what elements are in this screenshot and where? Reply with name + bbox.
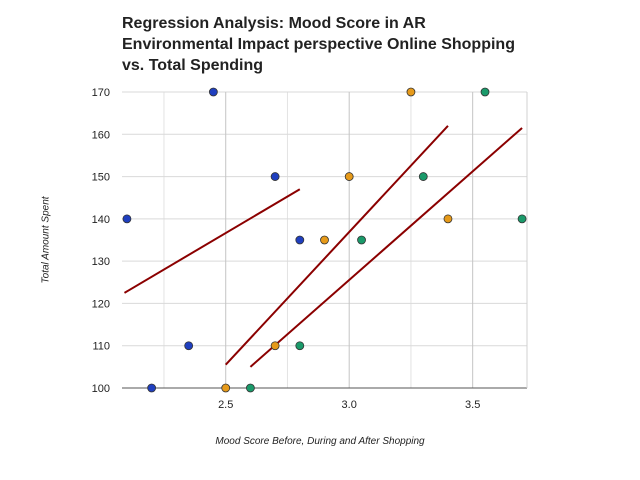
data-point-series-3 [480, 87, 490, 97]
chart-title-line-3: vs. Total Spending [122, 57, 264, 74]
chart-title: Regression Analysis: Mood Score in AR En… [122, 13, 542, 76]
trend-lines [123, 125, 523, 368]
data-point-series-2 [443, 214, 453, 224]
data-point-series-1 [270, 172, 280, 181]
y-axis-label: Total Amount Spent [40, 196, 52, 284]
chart-title-line-2: Environmental Impact perspective Online … [122, 36, 515, 53]
x-tick-label: 3.5 [465, 399, 480, 411]
data-point-series-3 [418, 172, 428, 181]
y-tick-label: 100 [92, 383, 110, 395]
y-tick-label: 140 [92, 214, 110, 226]
data-point-series-3 [246, 383, 255, 393]
trend-line-2 [224, 125, 449, 366]
data-point-series-3 [357, 235, 366, 245]
trend-line-3 [249, 127, 523, 368]
data-point-series-1 [147, 383, 157, 393]
chart-title-line-1: Regression Analysis: Mood Score in AR [122, 15, 426, 32]
y-tick-label: 170 [92, 87, 110, 99]
data-point-series-1 [184, 341, 194, 351]
data-point-series-2 [344, 172, 354, 181]
data-point-series-2 [270, 341, 280, 351]
x-tick-label: 2.5 [218, 399, 233, 411]
y-tick-label: 110 [92, 341, 110, 353]
trend-line-1 [123, 188, 301, 294]
y-tick-label: 150 [92, 172, 110, 184]
data-point-series-2 [406, 87, 416, 97]
data-point-series-3 [517, 214, 527, 224]
data-point-series-3 [295, 341, 305, 351]
data-point-series-1 [295, 235, 305, 245]
data-point-series-1 [208, 87, 218, 97]
y-tick-label: 120 [92, 298, 110, 310]
y-tick-label: 160 [92, 129, 110, 141]
y-tick-label: 130 [92, 256, 110, 268]
grid [122, 91, 527, 389]
data-points [122, 87, 527, 393]
x-tick-label: 3.0 [342, 399, 357, 411]
axes [122, 92, 528, 389]
data-point-series-2 [320, 235, 329, 245]
data-point-series-2 [221, 383, 231, 393]
data-point-series-1 [122, 214, 132, 224]
x-axis-label: Mood Score Before, During and After Shop… [215, 436, 425, 447]
tick-labels: 100 110 120 130 140 150 160 170 2.5 3.0 3.5 [92, 87, 481, 411]
